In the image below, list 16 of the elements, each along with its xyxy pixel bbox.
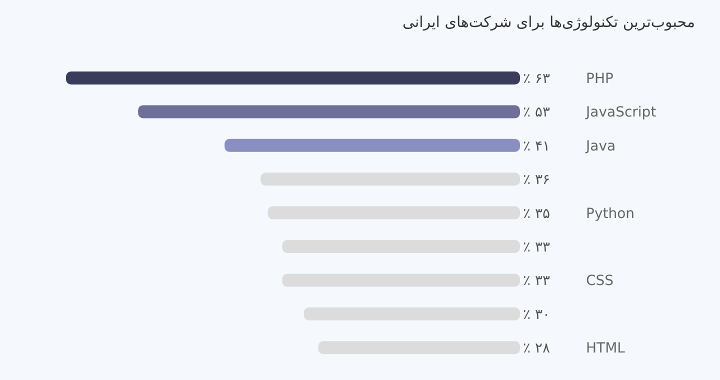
category-label: Java xyxy=(586,138,616,154)
value-label: ۶۳ ٪ xyxy=(522,71,550,87)
title: محبوب‌ترین تکنولوژی‌ها برای شرکت‌های ایرانی xyxy=(402,13,695,31)
value-label: ۳۳ ٪ xyxy=(522,240,550,256)
value-label: ۳۵ ٪ xyxy=(522,206,550,222)
category-label: PHP xyxy=(586,71,614,87)
category-label: CSS xyxy=(586,273,614,290)
value-label: ۲۸ ٪ xyxy=(522,340,550,357)
value-label: ۳۰ ٪ xyxy=(522,306,550,323)
value-label: ۳۶ ٪ xyxy=(522,172,550,188)
value-label: ۳۳ ٪ xyxy=(522,273,550,290)
value-label: ۴۱ ٪ xyxy=(522,138,550,154)
category-label: HTML xyxy=(586,340,625,357)
value-label: ۵۳ ٪ xyxy=(522,104,550,121)
category-label: JavaScript xyxy=(586,104,656,121)
category-label: Python xyxy=(586,206,635,222)
